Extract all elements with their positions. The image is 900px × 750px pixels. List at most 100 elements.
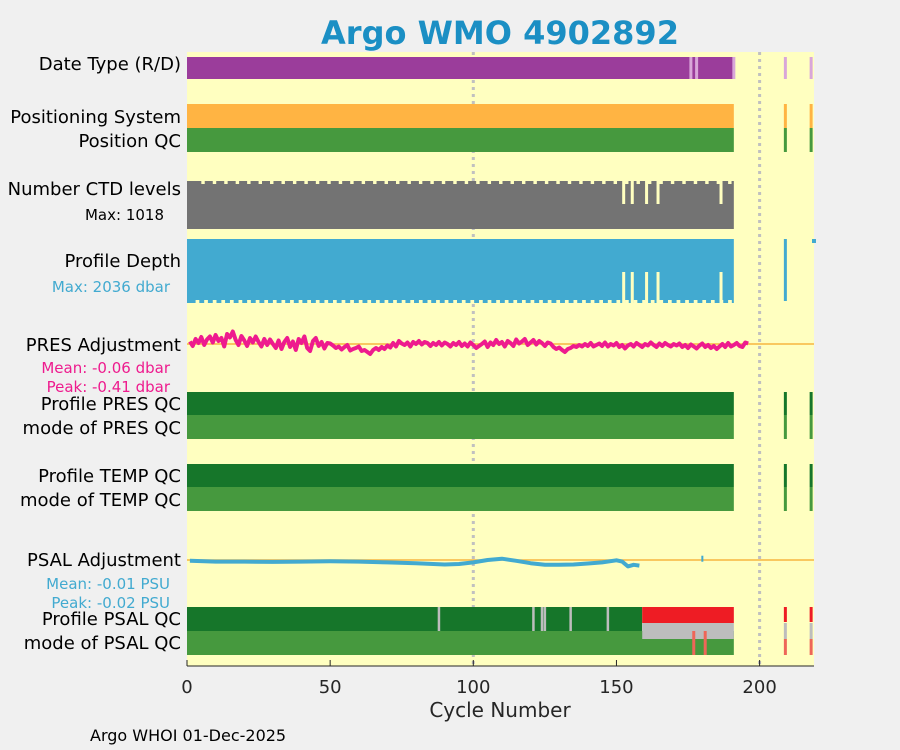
ctd-notch-45 (315, 181, 320, 184)
depth-notch-144 (599, 300, 603, 303)
depth-notch-51 (333, 300, 337, 303)
depth-notch-114 (513, 300, 518, 303)
ctd-gap-152 (622, 181, 626, 204)
ctd-notch-113 (510, 181, 514, 184)
depth-notch-33 (281, 300, 286, 303)
ctd-notch-181 (705, 181, 709, 184)
depth-notch-132 (564, 300, 569, 303)
depth-notch-135 (573, 300, 578, 303)
x-axis-label: Cycle Number (429, 698, 571, 722)
depth-notch-99 (470, 300, 475, 303)
ctd-notch-177 (693, 181, 698, 184)
depth-notch-180 (702, 300, 707, 303)
depth-notch-60 (358, 300, 363, 303)
pres-qc-extra-209 (783, 392, 787, 415)
psal-qc-gray-134 (569, 607, 572, 631)
depth-notch-75 (401, 300, 406, 303)
mode-temp-qc-band (187, 487, 734, 511)
profile-psal-qc-good-band (187, 607, 643, 631)
depth-notch-3 (195, 300, 200, 303)
depth-notch-15 (229, 300, 234, 303)
profile-temp-qc-band (187, 464, 734, 487)
mode-psal-qc-track-label: mode of PSAL QC (24, 633, 181, 654)
mode-psal-qc-bad-181 (703, 631, 707, 655)
depth-notch-21 (247, 300, 251, 303)
profile-pres-qc-track-label: Profile PRES QC (41, 394, 181, 415)
depth-notch-153 (625, 300, 629, 303)
ctd-notch-89 (441, 181, 446, 184)
date-type-gap-191 (732, 57, 736, 79)
depth-notch-72 (393, 300, 397, 303)
depth-notch-150 (616, 300, 621, 303)
positioning-band (187, 104, 734, 128)
date-type-extra-209 (783, 57, 787, 79)
number-ctd-levels-track-label: Number CTD levels (8, 179, 181, 200)
depth-gap-186 (719, 272, 723, 303)
positioning-extra-218 (809, 104, 813, 128)
pres-adjustment-track-label: PRES Adjustment (26, 335, 181, 356)
mode-psal-extra-bad-209 (783, 639, 787, 655)
depth-notch-93 (453, 300, 457, 303)
date-type-gap-178 (695, 57, 699, 79)
ctd-notch-185 (716, 181, 721, 184)
x-tick-label-200: 200 (742, 677, 776, 698)
depth-notch-36 (290, 300, 294, 303)
psal-qc-gray-147 (606, 607, 610, 631)
ctd-notch-189 (728, 181, 732, 184)
ctd-gap-155 (630, 181, 634, 204)
psal-qc-extra-bad-218 (809, 607, 813, 622)
profile-depth-track-label: Profile Depth (64, 251, 181, 272)
ctd-notch-9 (212, 181, 217, 184)
ctd-notch-65 (373, 181, 377, 184)
depth-gap-160 (645, 272, 649, 303)
profile-pres-qc-band (187, 392, 734, 415)
psal-adjustment-track-label: PSAL Adjustment (27, 550, 181, 571)
ctd-notch-105 (487, 181, 492, 184)
ctd-notch-141 (590, 181, 595, 184)
mode-temp-qc-extra-209 (783, 487, 787, 511)
depth-notch-147 (607, 300, 612, 303)
ctd-notch-121 (533, 181, 537, 184)
mode-pres-qc-track-label: mode of PRES QC (23, 418, 181, 439)
depth-notch-105 (487, 300, 492, 303)
psal-adjustment-track-sublabel: Mean: -0.01 PSU (46, 575, 170, 593)
psal-adjustment-line (189, 556, 640, 569)
depth-notch-81 (418, 300, 423, 303)
position-qc-band (187, 128, 734, 152)
depth-gap-155 (630, 272, 634, 303)
ctd-gap-186 (719, 181, 723, 204)
depth-notch-123 (539, 300, 543, 303)
psal-adjustment-point-180 (701, 555, 704, 562)
temp-qc-extra-209 (783, 464, 787, 487)
ctd-notch-109 (499, 181, 503, 184)
ctd-notch-37 (292, 181, 297, 184)
depth-notch-12 (221, 300, 226, 303)
depth-notch-126 (547, 300, 552, 303)
depth-notch-69 (384, 300, 389, 303)
pres-adjustment-track-sublabel-2: Peak: -0.41 dbar (47, 378, 171, 396)
depth-notch-120 (530, 300, 535, 303)
ctd-notch-77 (407, 181, 411, 184)
ctd-notch-25 (258, 181, 263, 184)
ctd-notch-117 (521, 181, 526, 184)
ctd-notch-133 (567, 181, 572, 184)
depth-notch-162 (650, 300, 655, 303)
profile-psal-qc-track-label: Profile PSAL QC (42, 609, 181, 630)
ctd-notch-73 (396, 181, 400, 184)
depth-notch-66 (375, 300, 380, 303)
date-type-gap-176 (689, 57, 693, 79)
depth-notch-30 (272, 300, 277, 303)
position-qc-extra-209 (783, 128, 787, 152)
mode-psal-extra-gray-209 (783, 623, 787, 639)
profile-depth-band (187, 239, 734, 303)
psal-qc-gray-121 (532, 607, 535, 631)
ctd-notch-129 (556, 181, 560, 184)
ctd-notch-49 (327, 181, 331, 184)
mode-psal-extra-bad-218 (809, 639, 813, 655)
ctd-notch-161 (647, 181, 652, 184)
mode-temp-qc-track-label: mode of TEMP QC (20, 490, 181, 511)
ctd-notch-13 (224, 181, 228, 184)
psal-qc-gray-88 (437, 607, 441, 631)
depth-notch-87 (436, 300, 440, 303)
